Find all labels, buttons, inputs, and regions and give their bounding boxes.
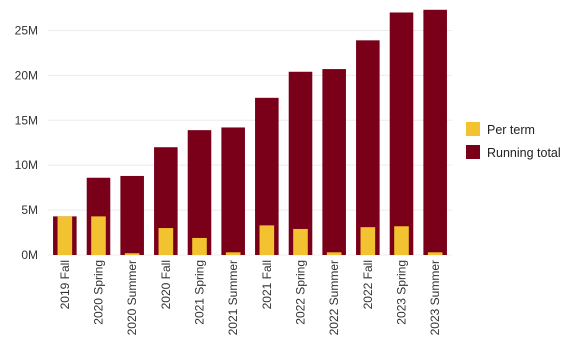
y-tick-label: 0M: [21, 248, 38, 262]
x-tick-label: 2021 Fall: [260, 260, 274, 309]
y-tick-label: 10M: [15, 158, 38, 172]
bar-running-total: [322, 69, 346, 256]
bar-running-total: [288, 71, 313, 256]
x-tick-label: 2020 Summer: [125, 260, 139, 335]
y-tick-label: 20M: [15, 68, 38, 82]
bar-per-term: [394, 226, 409, 255]
bar-per-term: [427, 252, 443, 255]
bar-per-term: [57, 216, 73, 255]
bar-per-term: [259, 225, 275, 255]
bar-per-term: [293, 228, 308, 255]
x-tick-label: 2022 Summer: [327, 260, 341, 335]
legend-label: Per term: [487, 123, 535, 137]
bar-per-term: [124, 253, 140, 255]
bar-running-total: [255, 97, 279, 256]
bar-running-total: [221, 127, 245, 255]
legend-swatch: [466, 145, 480, 159]
bar-running-total: [356, 40, 380, 255]
x-tick-label: 2019 Fall: [58, 260, 72, 309]
bar-per-term: [360, 227, 376, 255]
x-tick-label: 2020 Spring: [92, 260, 106, 325]
bar-per-term: [91, 216, 106, 255]
bar-per-term: [225, 252, 241, 255]
x-axis-tick-labels: 2019 Fall 2020 Spring 2020 Summer 2020 Fall…: [58, 260, 442, 335]
bar-running-total: [423, 9, 447, 256]
x-tick-label: 2020 Fall: [159, 260, 173, 309]
bar-running-total: [120, 175, 144, 255]
grid-lines: [48, 29, 452, 256]
bar-per-term: [158, 228, 174, 255]
legend-swatch: [466, 122, 480, 136]
bar-per-term: [326, 252, 342, 255]
y-tick-label: 25M: [15, 23, 38, 37]
x-tick-label: 2022 Spring: [294, 260, 308, 325]
legend: Per term Running total: [466, 122, 561, 160]
bar-running-total: [389, 12, 414, 256]
x-tick-label: 2022 Fall: [361, 260, 375, 309]
bars: [53, 9, 447, 256]
y-axis-tick-labels: 0M 5M 10M 15M 20M 25M: [15, 23, 38, 262]
bar-running-total: [187, 130, 212, 255]
bar-per-term: [192, 237, 207, 255]
y-tick-label: 15M: [15, 113, 38, 127]
x-tick-label: 2021 Summer: [226, 260, 240, 335]
legend-label: Running total: [487, 146, 561, 160]
x-tick-label: 2021 Spring: [193, 260, 207, 325]
x-tick-label: 2023 Spring: [395, 260, 409, 325]
x-tick-label: 2023 Summer: [428, 260, 442, 335]
y-tick-label: 5M: [21, 203, 38, 217]
